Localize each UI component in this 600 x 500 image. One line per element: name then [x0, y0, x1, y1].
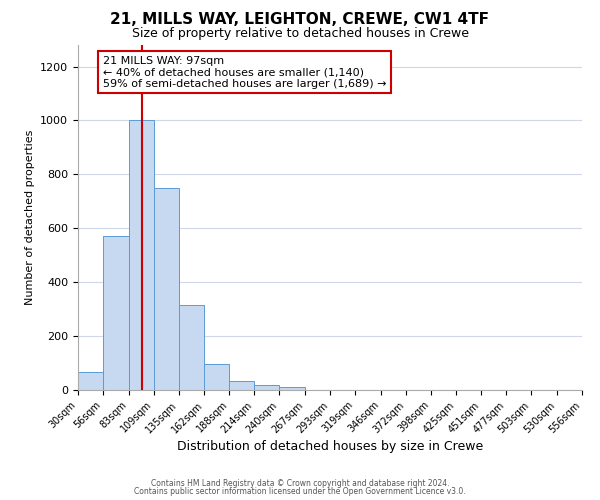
Text: 21 MILLS WAY: 97sqm
← 40% of detached houses are smaller (1,140)
59% of semi-det: 21 MILLS WAY: 97sqm ← 40% of detached ho… [103, 56, 386, 89]
Bar [205, 364, 229, 390]
Bar [229, 380, 254, 390]
Text: Contains public sector information licensed under the Open Government Licence v3: Contains public sector information licen… [134, 487, 466, 496]
Bar [279, 388, 305, 390]
Bar [254, 384, 279, 390]
Bar [154, 188, 179, 390]
X-axis label: Distribution of detached houses by size in Crewe: Distribution of detached houses by size … [177, 440, 483, 453]
Text: Size of property relative to detached houses in Crewe: Size of property relative to detached ho… [131, 28, 469, 40]
Bar [103, 236, 129, 390]
Text: Contains HM Land Registry data © Crown copyright and database right 2024.: Contains HM Land Registry data © Crown c… [151, 478, 449, 488]
Bar [129, 120, 154, 390]
Bar [179, 305, 205, 390]
Bar [78, 372, 103, 390]
Text: 21, MILLS WAY, LEIGHTON, CREWE, CW1 4TF: 21, MILLS WAY, LEIGHTON, CREWE, CW1 4TF [110, 12, 490, 28]
Y-axis label: Number of detached properties: Number of detached properties [25, 130, 35, 305]
